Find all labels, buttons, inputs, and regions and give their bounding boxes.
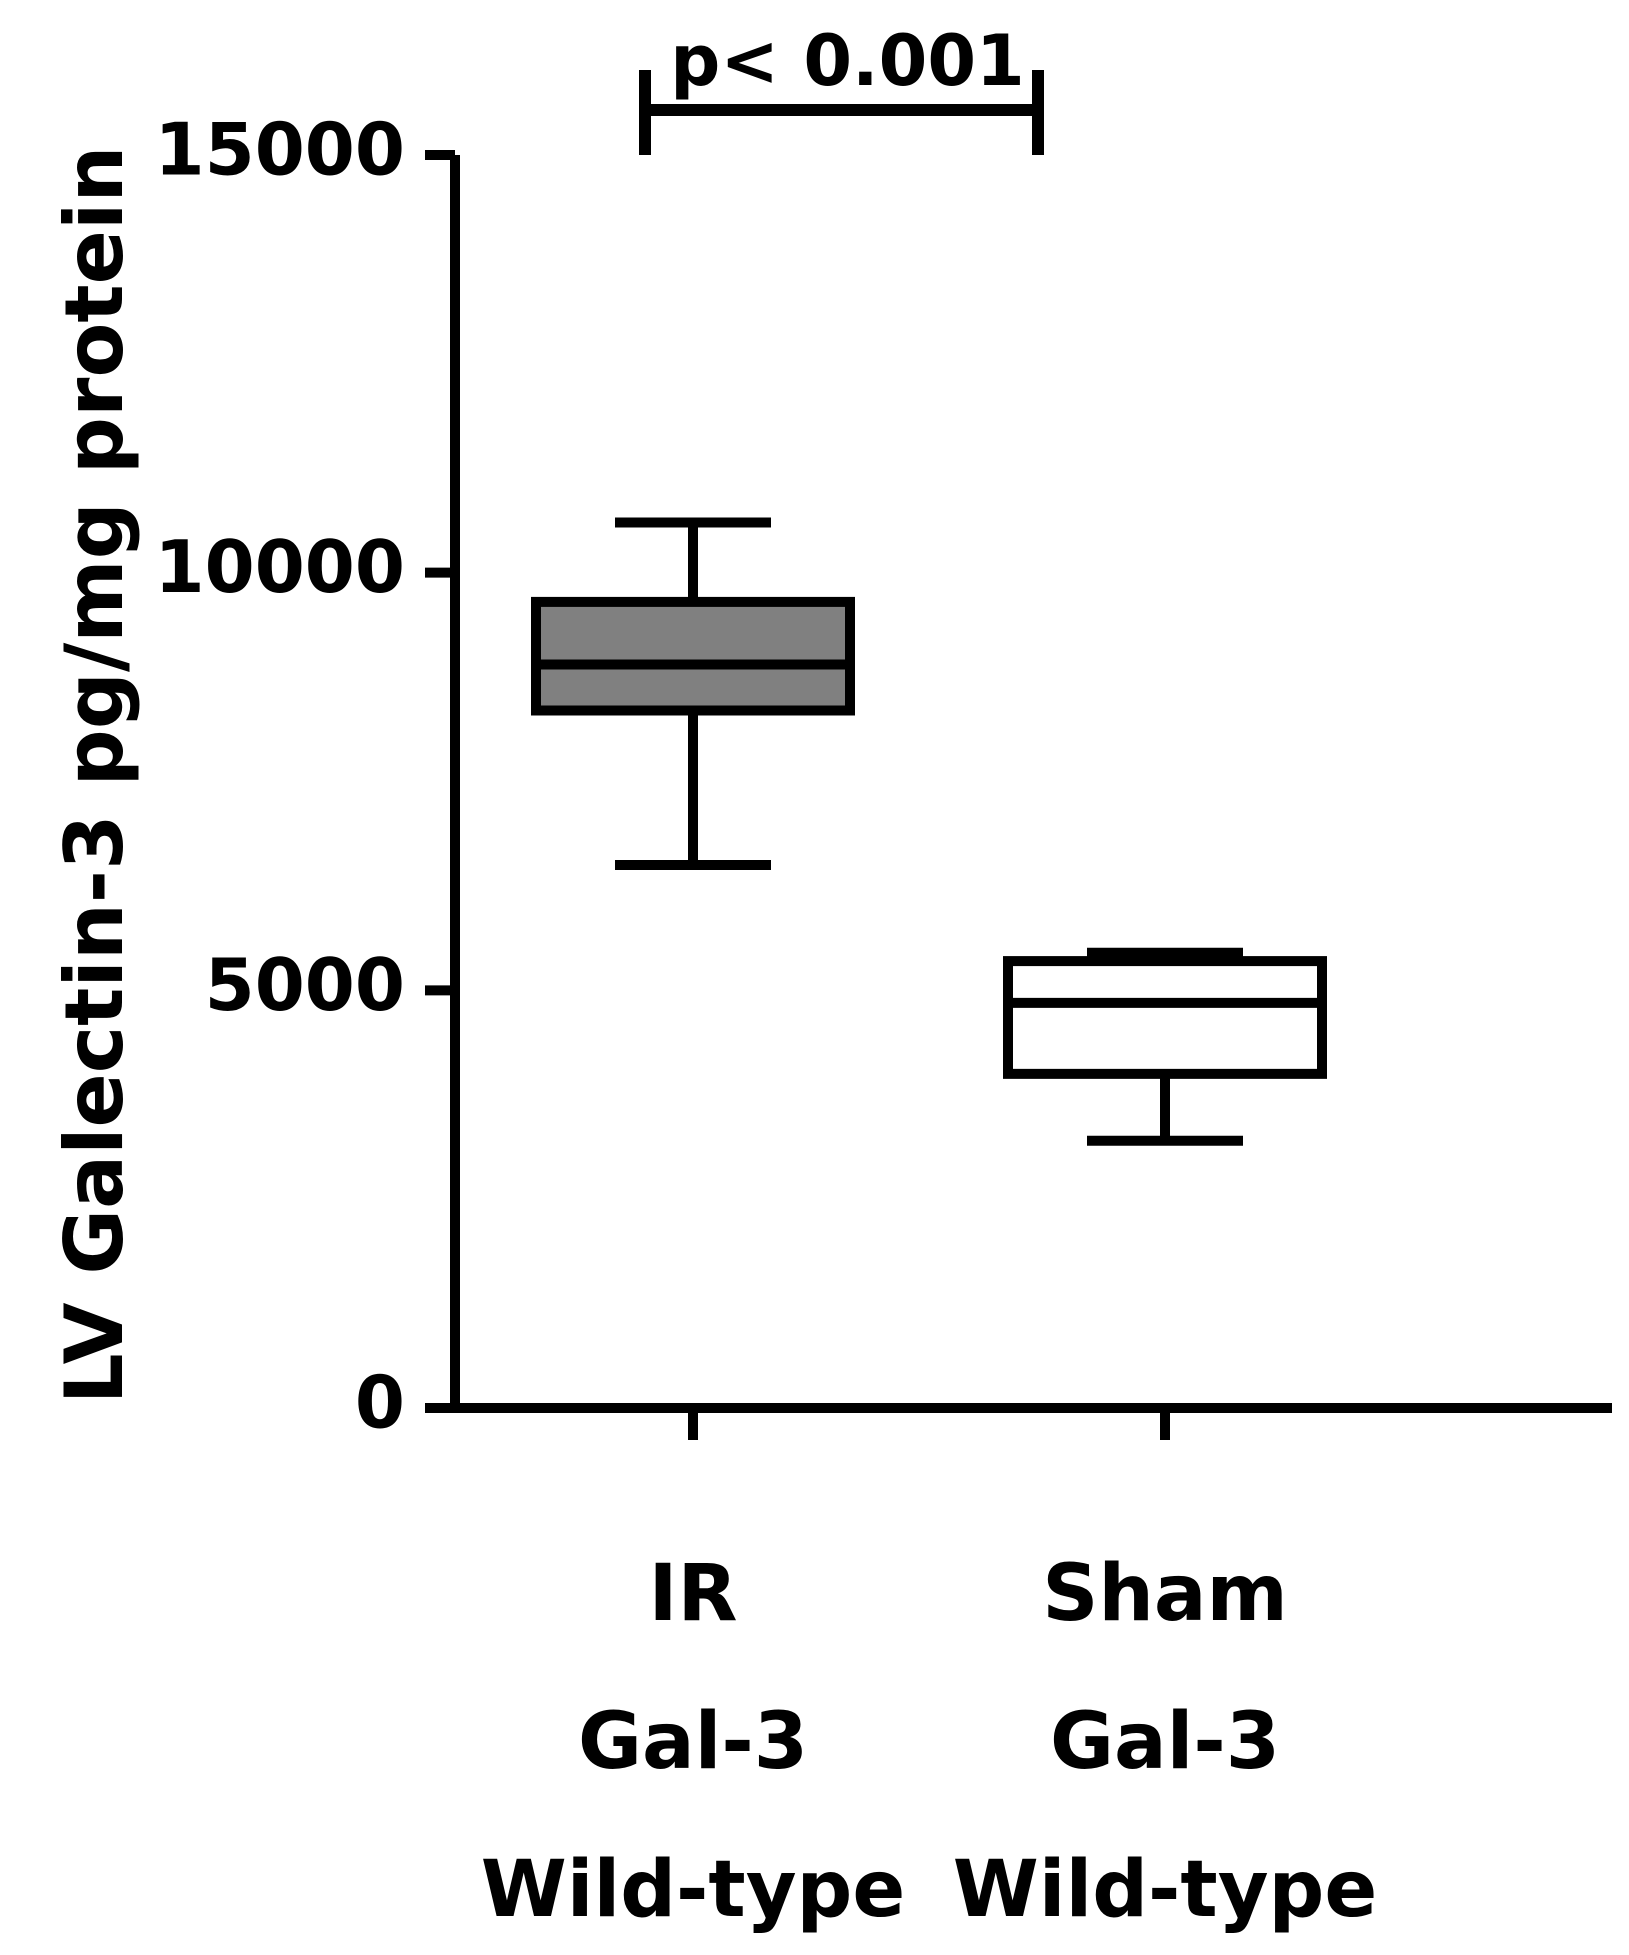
y-tick-label: 0 xyxy=(355,1361,405,1445)
significance-bracket: p< 0.001 xyxy=(639,20,1044,155)
box-iqr xyxy=(531,596,855,716)
y-tick-label: 5000 xyxy=(205,943,405,1027)
boxes xyxy=(531,517,1327,1146)
box-iqr xyxy=(1003,956,1327,1079)
x-category-label: Gal-3 xyxy=(1050,1697,1280,1787)
y-tick-label: 10000 xyxy=(155,525,406,609)
x-ticks: IR Gal-3 Wild-type Sham Gal-3 Wild-type xyxy=(481,1408,1378,1935)
y-ticks: 0 5000 10000 15000 xyxy=(155,108,455,1445)
p-value-label: p< 0.001 xyxy=(670,20,1025,102)
y-tick-label: 15000 xyxy=(155,108,406,192)
box-group xyxy=(531,517,855,871)
x-category-label: Sham xyxy=(1042,1549,1288,1639)
box-group xyxy=(1003,947,1327,1146)
x-category-label: IR xyxy=(648,1549,737,1639)
x-category-label: Gal-3 xyxy=(578,1697,808,1787)
x-category-label: Wild-type xyxy=(953,1845,1378,1935)
x-category-label: Wild-type xyxy=(481,1845,906,1935)
y-axis-title: LV Galectin-3 pg/mg protein xyxy=(48,146,141,1405)
